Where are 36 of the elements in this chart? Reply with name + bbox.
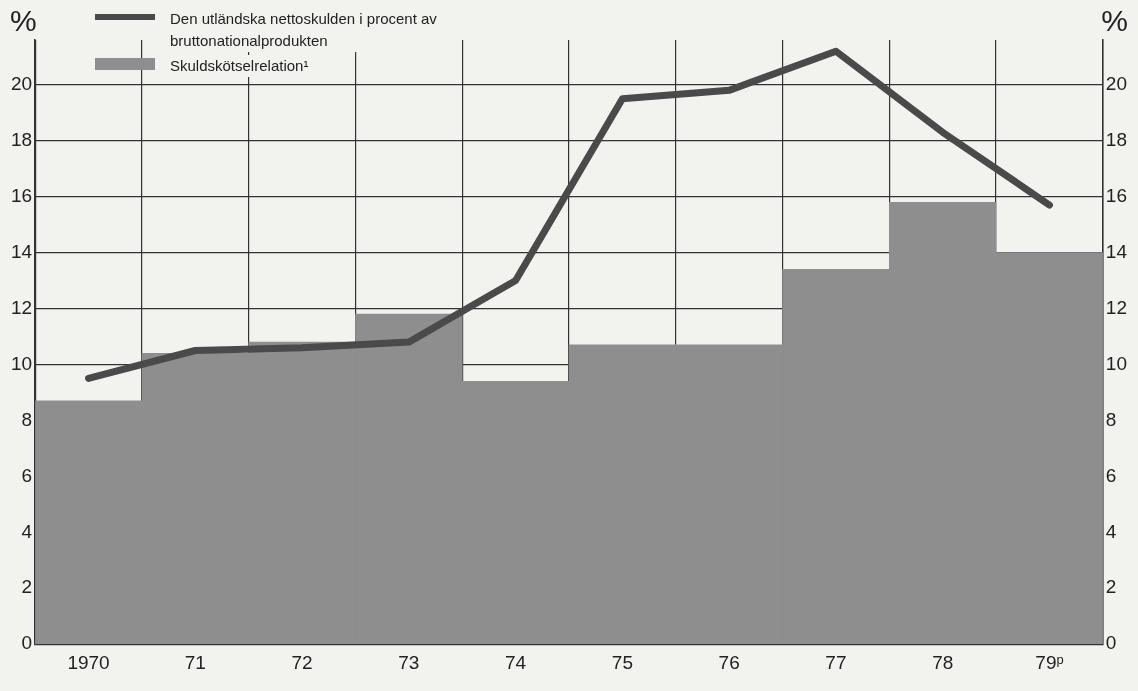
y-tick-label: 10	[10, 352, 33, 374]
y2-tick-label: 6	[1105, 464, 1117, 486]
y2-tick-label: 20	[1105, 72, 1128, 94]
x-tick-label: 71	[184, 651, 206, 673]
y-tick-label: 12	[10, 296, 33, 318]
y2-axis-title: %	[1101, 4, 1128, 38]
y-tick-label: 18	[10, 128, 33, 150]
x-tick-label: 72	[291, 651, 313, 673]
y2-tick-label: 10	[1105, 352, 1128, 374]
y-tick-label: 0	[21, 632, 33, 654]
y-axis-title: %	[10, 4, 37, 38]
x-tick-label: 79ᵖ	[1035, 651, 1064, 673]
y-tick-label: 6	[21, 464, 33, 486]
y-tick-label: 14	[10, 240, 33, 262]
legend-label: Skuldskötselrelation¹	[167, 55, 312, 77]
y2-tick-label: 2	[1105, 576, 1117, 598]
y2-tick-label: 18	[1105, 128, 1128, 150]
y-tick-label: 4	[21, 520, 33, 542]
y-tick-label: 2	[21, 576, 33, 598]
x-tick-label: 78	[932, 651, 954, 673]
y2-tick-label: 4	[1105, 520, 1117, 542]
x-tick-label: 74	[505, 651, 527, 673]
x-tick-label: 77	[825, 651, 847, 673]
x-tick-label: 73	[398, 651, 420, 673]
legend-label: Den utländska nettoskulden i procent av bruttonationalprodukten	[167, 8, 448, 52]
y2-tick-label: 16	[1105, 184, 1128, 206]
x-tick-label: 76	[718, 651, 740, 673]
y2-tick-label: 14	[1105, 240, 1128, 262]
y-tick-label: 20	[10, 72, 33, 94]
y2-tick-label: 0	[1105, 632, 1117, 654]
y2-tick-label: 12	[1105, 296, 1128, 318]
x-tick-label: 1970	[67, 651, 110, 673]
y-tick-label: 16	[10, 184, 33, 206]
x-tick-label: 75	[611, 651, 633, 673]
y2-tick-label: 8	[1105, 408, 1117, 430]
y-tick-label: 8	[21, 408, 33, 430]
